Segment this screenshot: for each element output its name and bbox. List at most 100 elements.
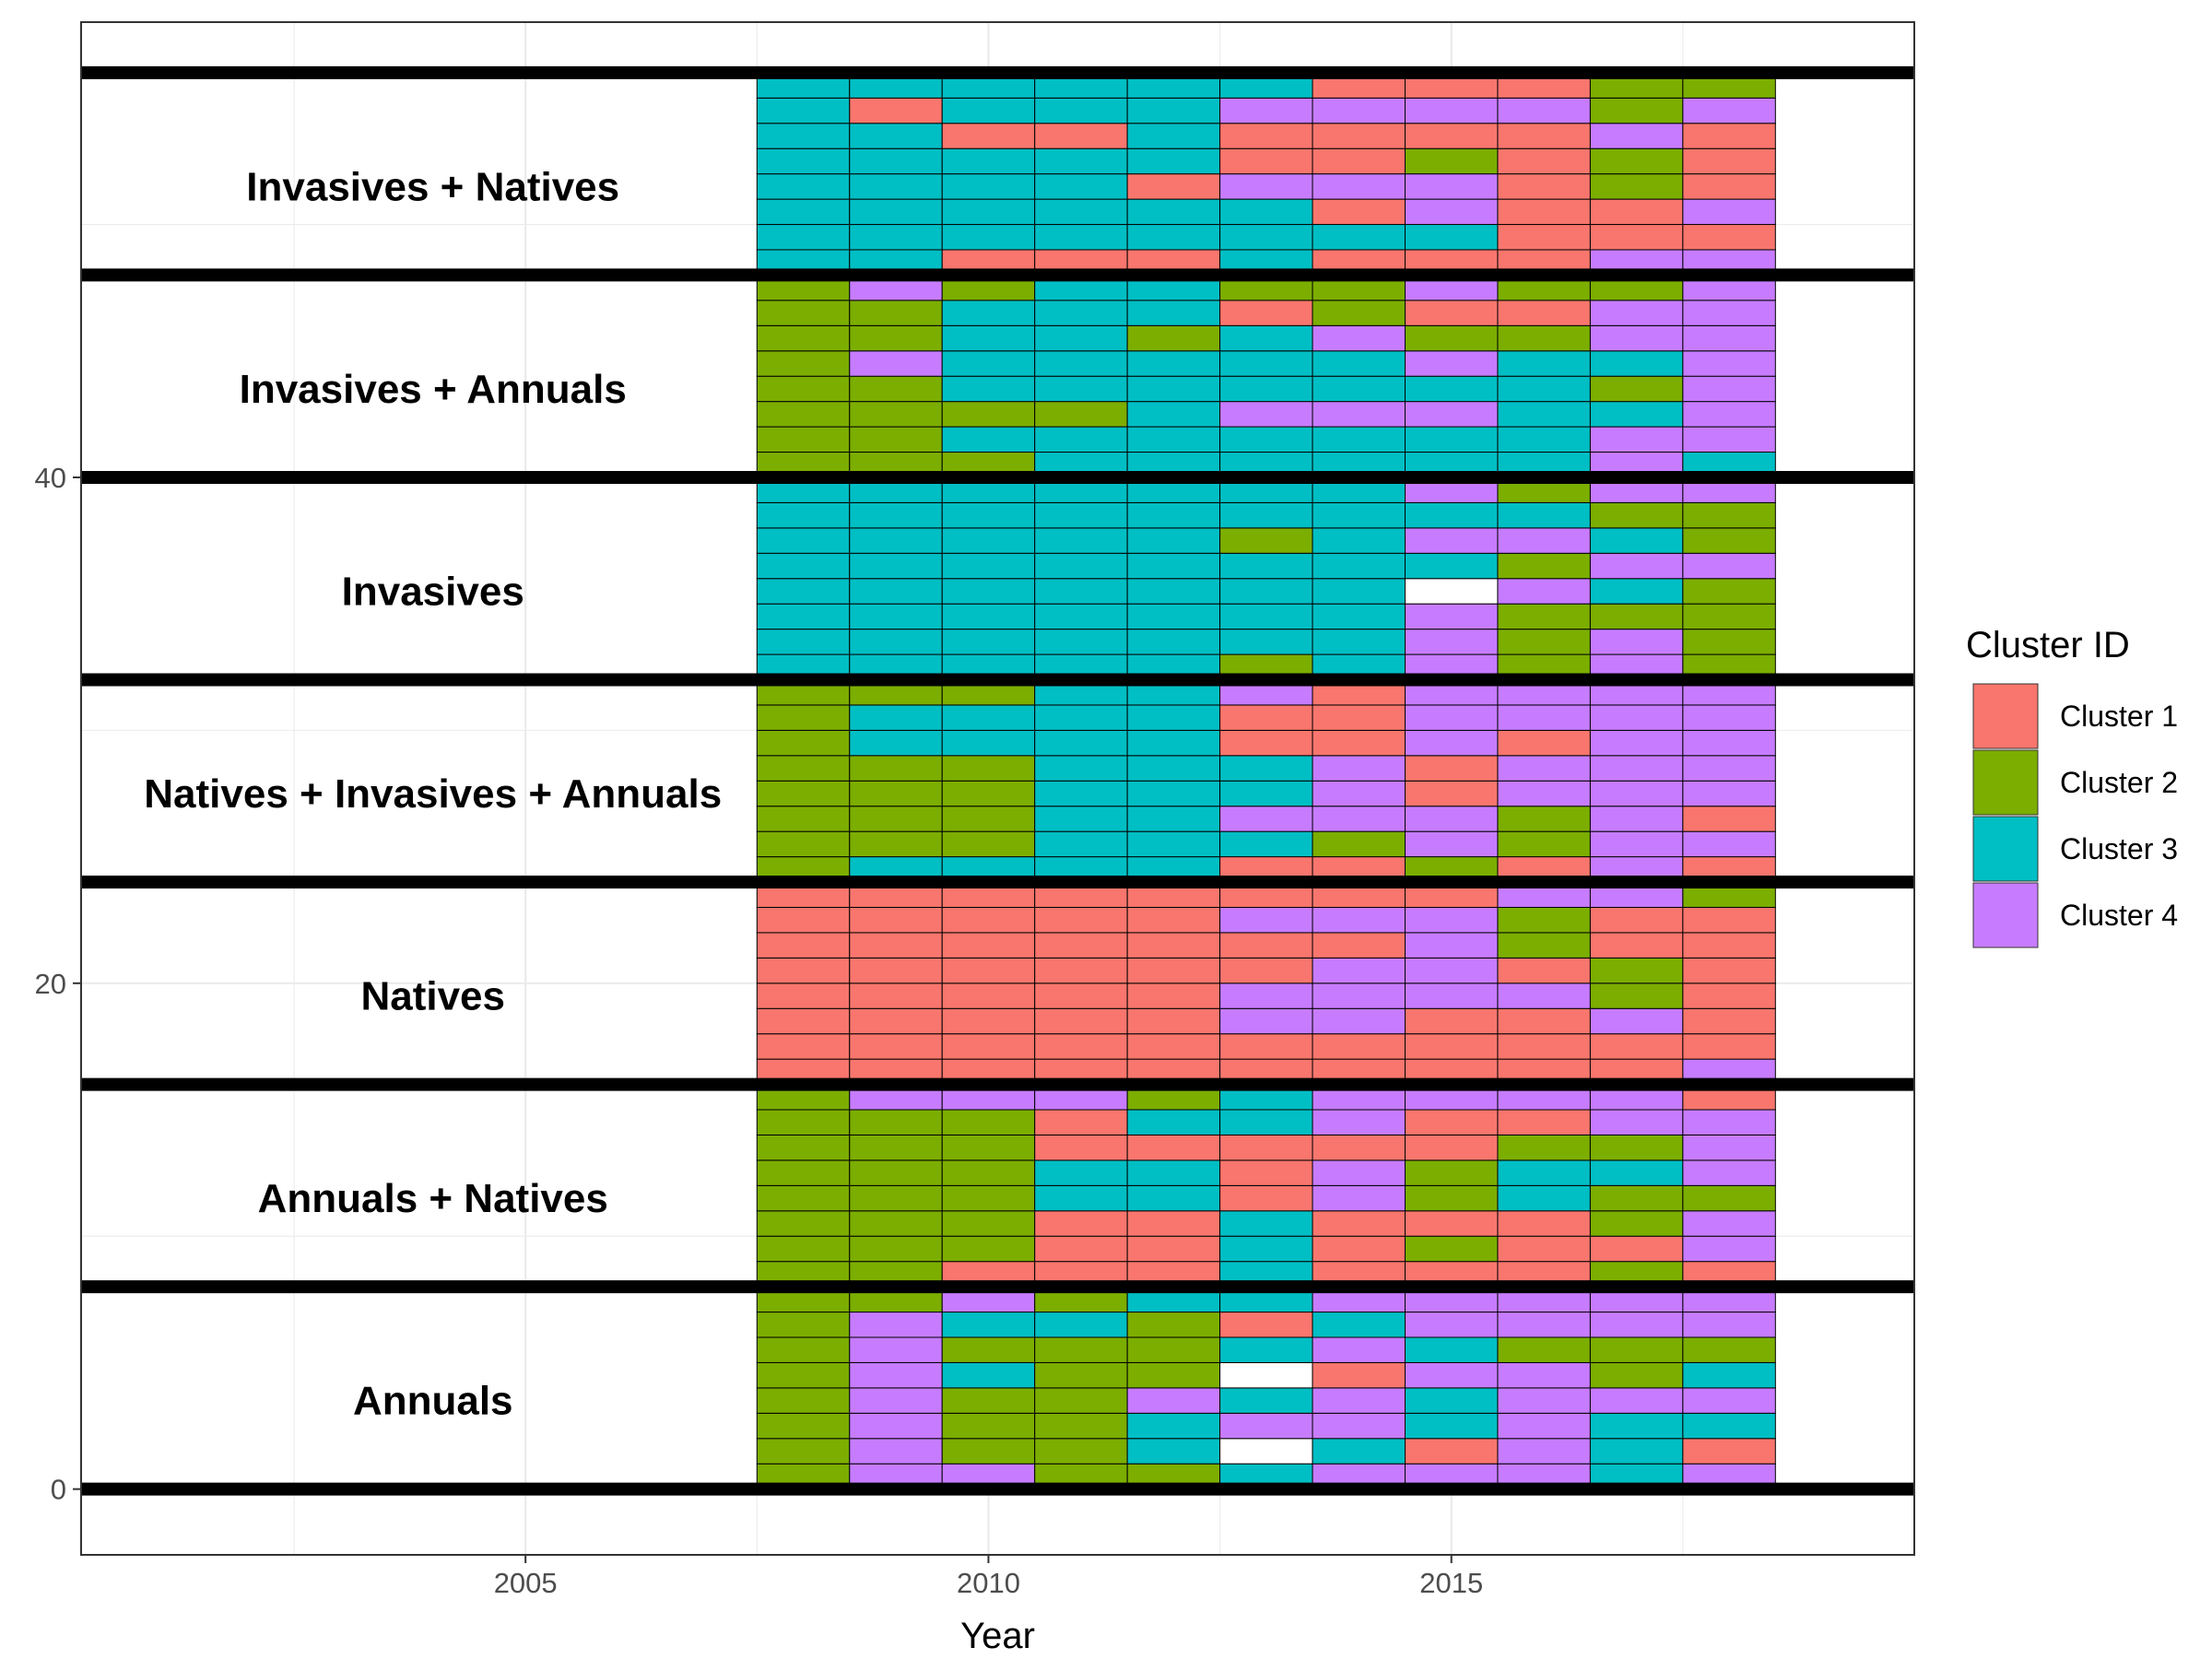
heatmap-tile bbox=[941, 1033, 1036, 1060]
heatmap-tile bbox=[1405, 350, 1499, 377]
heatmap-tile bbox=[756, 629, 851, 655]
heatmap-tile bbox=[1219, 982, 1313, 1009]
heatmap-tile bbox=[941, 224, 1036, 251]
heatmap-tile bbox=[1034, 932, 1128, 959]
heatmap-tile bbox=[1219, 1336, 1313, 1363]
heatmap-tile bbox=[1034, 603, 1128, 630]
heatmap-tile bbox=[1405, 830, 1499, 858]
heatmap-tile bbox=[1034, 350, 1128, 377]
heatmap-tile bbox=[1682, 401, 1776, 428]
heatmap-tile bbox=[1589, 1235, 1684, 1263]
heatmap-tile bbox=[941, 1312, 1036, 1338]
heatmap-tile bbox=[1219, 527, 1313, 554]
heatmap-tile bbox=[1405, 375, 1499, 403]
heatmap-tile bbox=[1312, 806, 1406, 832]
heatmap-tile bbox=[1219, 780, 1313, 807]
heatmap-tile bbox=[849, 1312, 943, 1338]
heatmap-tile bbox=[1497, 1312, 1591, 1338]
heatmap-tile bbox=[1682, 123, 1776, 149]
heatmap-tile bbox=[941, 729, 1036, 757]
heatmap-tile bbox=[1219, 1235, 1313, 1263]
heatmap-tile bbox=[1405, 1387, 1499, 1414]
heatmap-tile bbox=[1034, 147, 1128, 175]
heatmap-tile bbox=[1682, 755, 1776, 782]
heatmap-tile bbox=[849, 1336, 943, 1363]
heatmap-tile bbox=[1312, 501, 1406, 529]
heatmap-tile bbox=[756, 324, 851, 352]
heatmap-tile bbox=[1589, 552, 1684, 580]
heatmap-tile bbox=[1589, 755, 1684, 782]
heatmap-tile bbox=[1589, 426, 1684, 453]
group-label: Annuals + Natives bbox=[258, 1176, 608, 1221]
heatmap-tile bbox=[1312, 147, 1406, 175]
heatmap-tile bbox=[1497, 123, 1591, 149]
heatmap-tile bbox=[1034, 629, 1128, 655]
heatmap-tile bbox=[1589, 1184, 1684, 1212]
heatmap-tile bbox=[1497, 1033, 1591, 1060]
heatmap-tile bbox=[1682, 729, 1776, 757]
heatmap-tile bbox=[1497, 224, 1591, 251]
group-label: Invasives + Annuals bbox=[240, 367, 627, 412]
heatmap-tile bbox=[849, 97, 943, 124]
heatmap-tile bbox=[1312, 401, 1406, 428]
heatmap-tile bbox=[1405, 1438, 1499, 1465]
heatmap-tile bbox=[1126, 324, 1221, 352]
heatmap-tile bbox=[1405, 1235, 1499, 1263]
heatmap-tile bbox=[1497, 1007, 1591, 1035]
heatmap-tile bbox=[849, 300, 943, 326]
heatmap-tile bbox=[1497, 1159, 1591, 1186]
heatmap-tile bbox=[756, 527, 851, 554]
heatmap-tile bbox=[941, 1235, 1036, 1263]
heatmap-tile bbox=[756, 123, 851, 149]
heatmap-tile bbox=[1034, 1033, 1128, 1060]
heatmap-tile bbox=[756, 173, 851, 200]
heatmap-tile bbox=[1312, 729, 1406, 757]
heatmap-tile bbox=[1682, 1387, 1776, 1414]
heatmap-tile bbox=[1219, 830, 1313, 858]
heatmap-tile bbox=[849, 1361, 943, 1389]
heatmap-tile bbox=[1589, 1412, 1684, 1440]
heatmap-tile bbox=[941, 300, 1036, 326]
heatmap-tile bbox=[1405, 806, 1499, 832]
heatmap-tile bbox=[1312, 1387, 1406, 1414]
heatmap-tile bbox=[849, 704, 943, 731]
heatmap-tile bbox=[849, 578, 943, 605]
heatmap-tile bbox=[756, 603, 851, 630]
heatmap-tile bbox=[756, 198, 851, 226]
heatmap-tile bbox=[1126, 578, 1221, 605]
heatmap-tile bbox=[1219, 300, 1313, 326]
heatmap-tile bbox=[849, 982, 943, 1009]
heatmap-tile bbox=[1682, 300, 1776, 326]
heatmap-tile bbox=[1589, 527, 1684, 554]
heatmap-tile bbox=[1497, 198, 1591, 226]
heatmap-tile bbox=[1682, 830, 1776, 858]
heatmap-tile bbox=[849, 198, 943, 226]
heatmap-tile bbox=[1126, 1109, 1221, 1135]
heatmap-tile bbox=[1034, 1235, 1128, 1263]
heatmap-tile bbox=[1219, 1312, 1313, 1338]
heatmap-tile bbox=[1312, 906, 1406, 934]
heatmap-tile bbox=[1682, 704, 1776, 731]
heatmap-tile bbox=[1682, 1134, 1776, 1161]
heatmap-tile bbox=[1589, 1361, 1684, 1389]
heatmap-tile bbox=[1682, 1438, 1776, 1465]
heatmap-tile bbox=[1589, 1134, 1684, 1161]
heatmap-tile bbox=[941, 1412, 1036, 1440]
heatmap-tile bbox=[756, 1387, 851, 1414]
heatmap-tile bbox=[1219, 729, 1313, 757]
heatmap-tile bbox=[1497, 982, 1591, 1009]
heatmap-tile bbox=[1497, 350, 1591, 377]
x-axis-title: Year bbox=[960, 1616, 1035, 1656]
heatmap-tile bbox=[1682, 198, 1776, 226]
heatmap-tile bbox=[1682, 375, 1776, 403]
heatmap-tile bbox=[849, 1007, 943, 1035]
heatmap-tile bbox=[1405, 1184, 1499, 1212]
heatmap-tile bbox=[1034, 198, 1128, 226]
heatmap-tile bbox=[756, 1007, 851, 1035]
heatmap-tile bbox=[1126, 1235, 1221, 1263]
heatmap-tile bbox=[1497, 578, 1591, 605]
heatmap-tile bbox=[1589, 906, 1684, 934]
heatmap-tile bbox=[1497, 324, 1591, 352]
heatmap-tile bbox=[1126, 957, 1221, 984]
heatmap-tile bbox=[1589, 806, 1684, 832]
